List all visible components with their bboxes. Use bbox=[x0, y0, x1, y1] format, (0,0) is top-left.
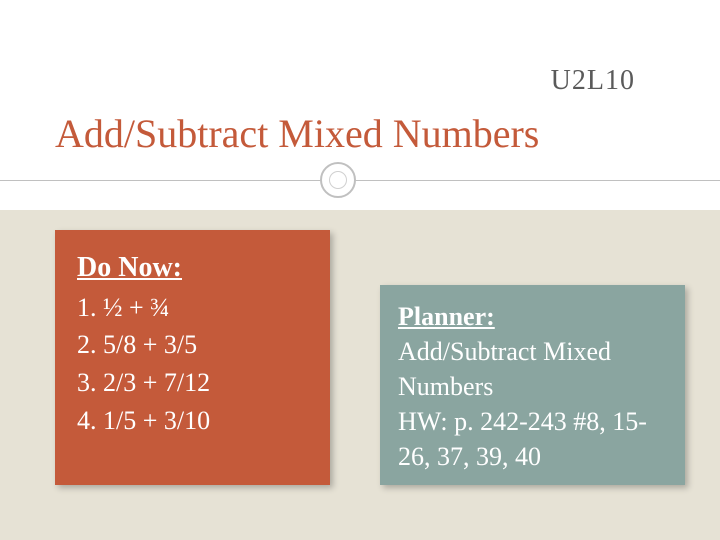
do-now-item: 2. 5/8 + 3/5 bbox=[77, 326, 308, 364]
do-now-header: Do Now: bbox=[77, 252, 182, 283]
do-now-item: 1. ½ + ¾ bbox=[77, 289, 308, 327]
planner-line: Add/Subtract Mixed Numbers bbox=[398, 334, 667, 404]
do-now-box: Do Now: 1. ½ + ¾ 2. 5/8 + 3/5 3. 2/3 + 7… bbox=[55, 230, 330, 485]
planner-header: Planner: bbox=[398, 302, 495, 331]
lesson-code: U2L10 bbox=[0, 65, 635, 97]
planner-line: HW: p. 242-243 #8, 15-26, 37, 39, 40 bbox=[398, 404, 667, 474]
circle-inner-icon bbox=[329, 171, 347, 189]
circle-ornament-icon bbox=[320, 162, 356, 198]
content-section: Do Now: 1. ½ + ¾ 2. 5/8 + 3/5 3. 2/3 + 7… bbox=[0, 210, 720, 540]
header-section: U2L10 Add/Subtract Mixed Numbers bbox=[0, 0, 720, 210]
divider-line bbox=[0, 180, 720, 181]
planner-box: Planner: Add/Subtract Mixed Numbers HW: … bbox=[380, 285, 685, 485]
page-title: Add/Subtract Mixed Numbers bbox=[55, 110, 539, 157]
do-now-item: 3. 2/3 + 7/12 bbox=[77, 364, 308, 402]
do-now-item: 4. 1/5 + 3/10 bbox=[77, 402, 308, 440]
